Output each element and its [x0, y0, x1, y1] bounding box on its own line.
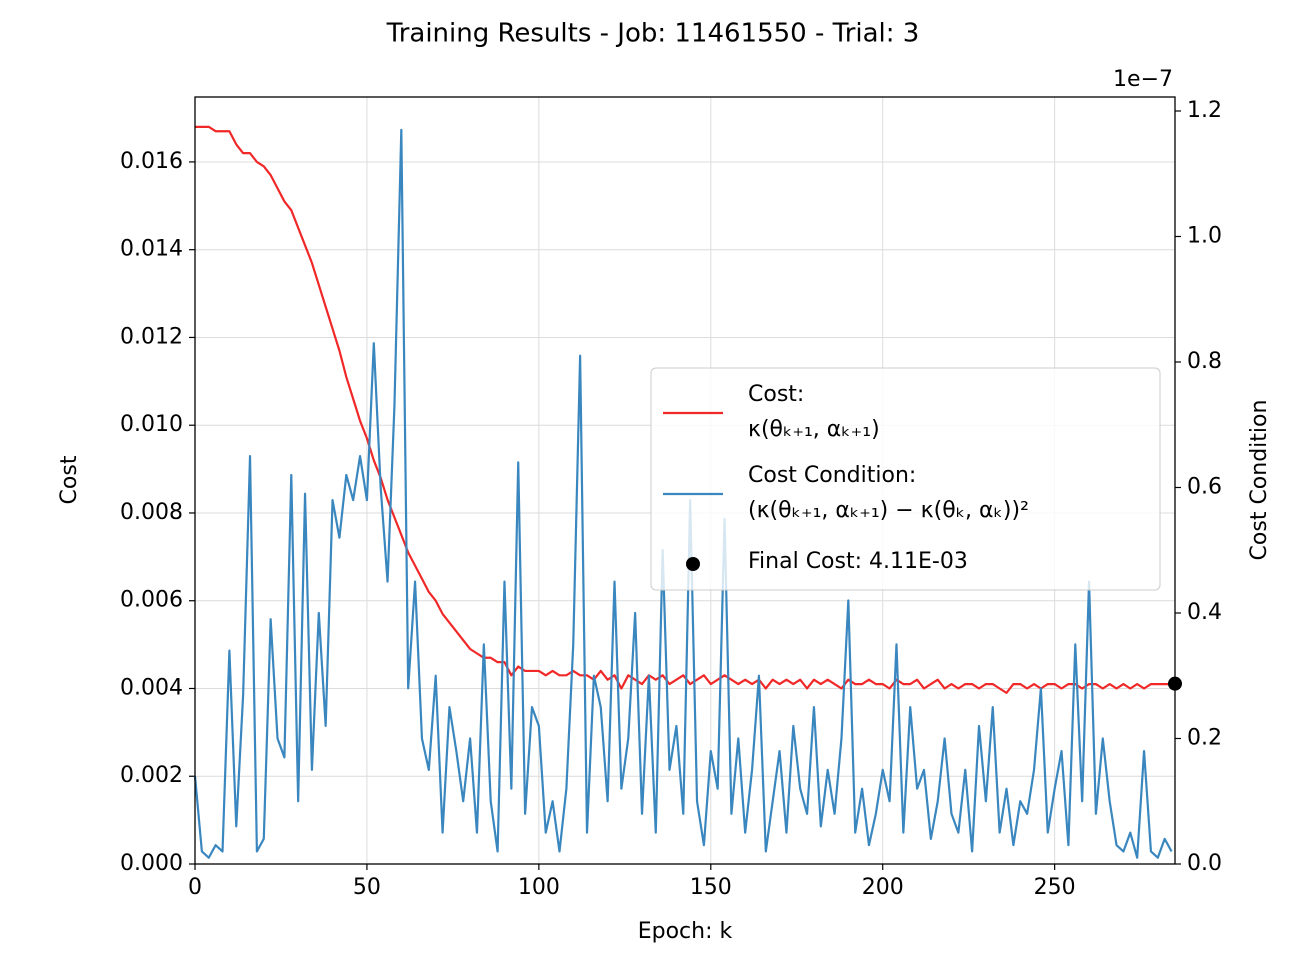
y2-tick-label: 0.4: [1187, 600, 1222, 625]
legend-label: Final Cost: 4.11E-03: [748, 549, 968, 574]
y-tick-label: 0.002: [120, 763, 183, 788]
y2-tick-label: 0.6: [1187, 474, 1222, 499]
y2-tick-label: 1.2: [1187, 98, 1222, 123]
legend-label: Cost Condition: (κ(θₖ₊₁, αₖ₊₁) − κ(θₖ, αₖ…: [748, 463, 1029, 523]
x-tick-label: 100: [518, 875, 560, 900]
x-tick-label: 150: [690, 875, 732, 900]
x-tick-label: 0: [188, 875, 202, 900]
plot-frame: [194, 96, 1176, 865]
legend-box: [650, 367, 1161, 591]
y-tick-label: 0.010: [120, 412, 183, 437]
y-tick-label: 0.014: [120, 237, 183, 262]
y2-axis-label: Cost Condition: [1247, 400, 1272, 561]
x-tick-label: 50: [353, 875, 381, 900]
x-tick-label: 250: [1034, 875, 1076, 900]
y2-tick-label: 0.0: [1187, 851, 1222, 876]
legend-label: Cost: κ(θₖ₊₁, αₖ₊₁): [748, 382, 880, 442]
y-tick-label: 0.016: [120, 149, 183, 174]
y-tick-label: 0.004: [120, 675, 183, 700]
y-tick-label: 0.008: [120, 500, 183, 525]
x-tick-label: 200: [862, 875, 904, 900]
y2-tick-label: 0.2: [1187, 725, 1222, 750]
data-line: [193, 128, 1173, 859]
y-tick-label: 0.006: [120, 588, 183, 613]
chart-title: Training Results - Job: 11461550 - Trial…: [386, 19, 920, 49]
data-line: [195, 125, 1172, 694]
y-axis-label: Cost: [57, 455, 82, 504]
legend-marker: [686, 557, 700, 571]
y2-tick-label: 1.0: [1187, 223, 1222, 248]
x-axis-label: Epoch: k: [638, 919, 733, 944]
y-tick-label: 0.000: [120, 851, 183, 876]
y2-tick-label: 0.8: [1187, 349, 1222, 374]
y2-offset-label: 1e−7: [1113, 67, 1173, 92]
y-tick-label: 0.012: [120, 324, 183, 349]
